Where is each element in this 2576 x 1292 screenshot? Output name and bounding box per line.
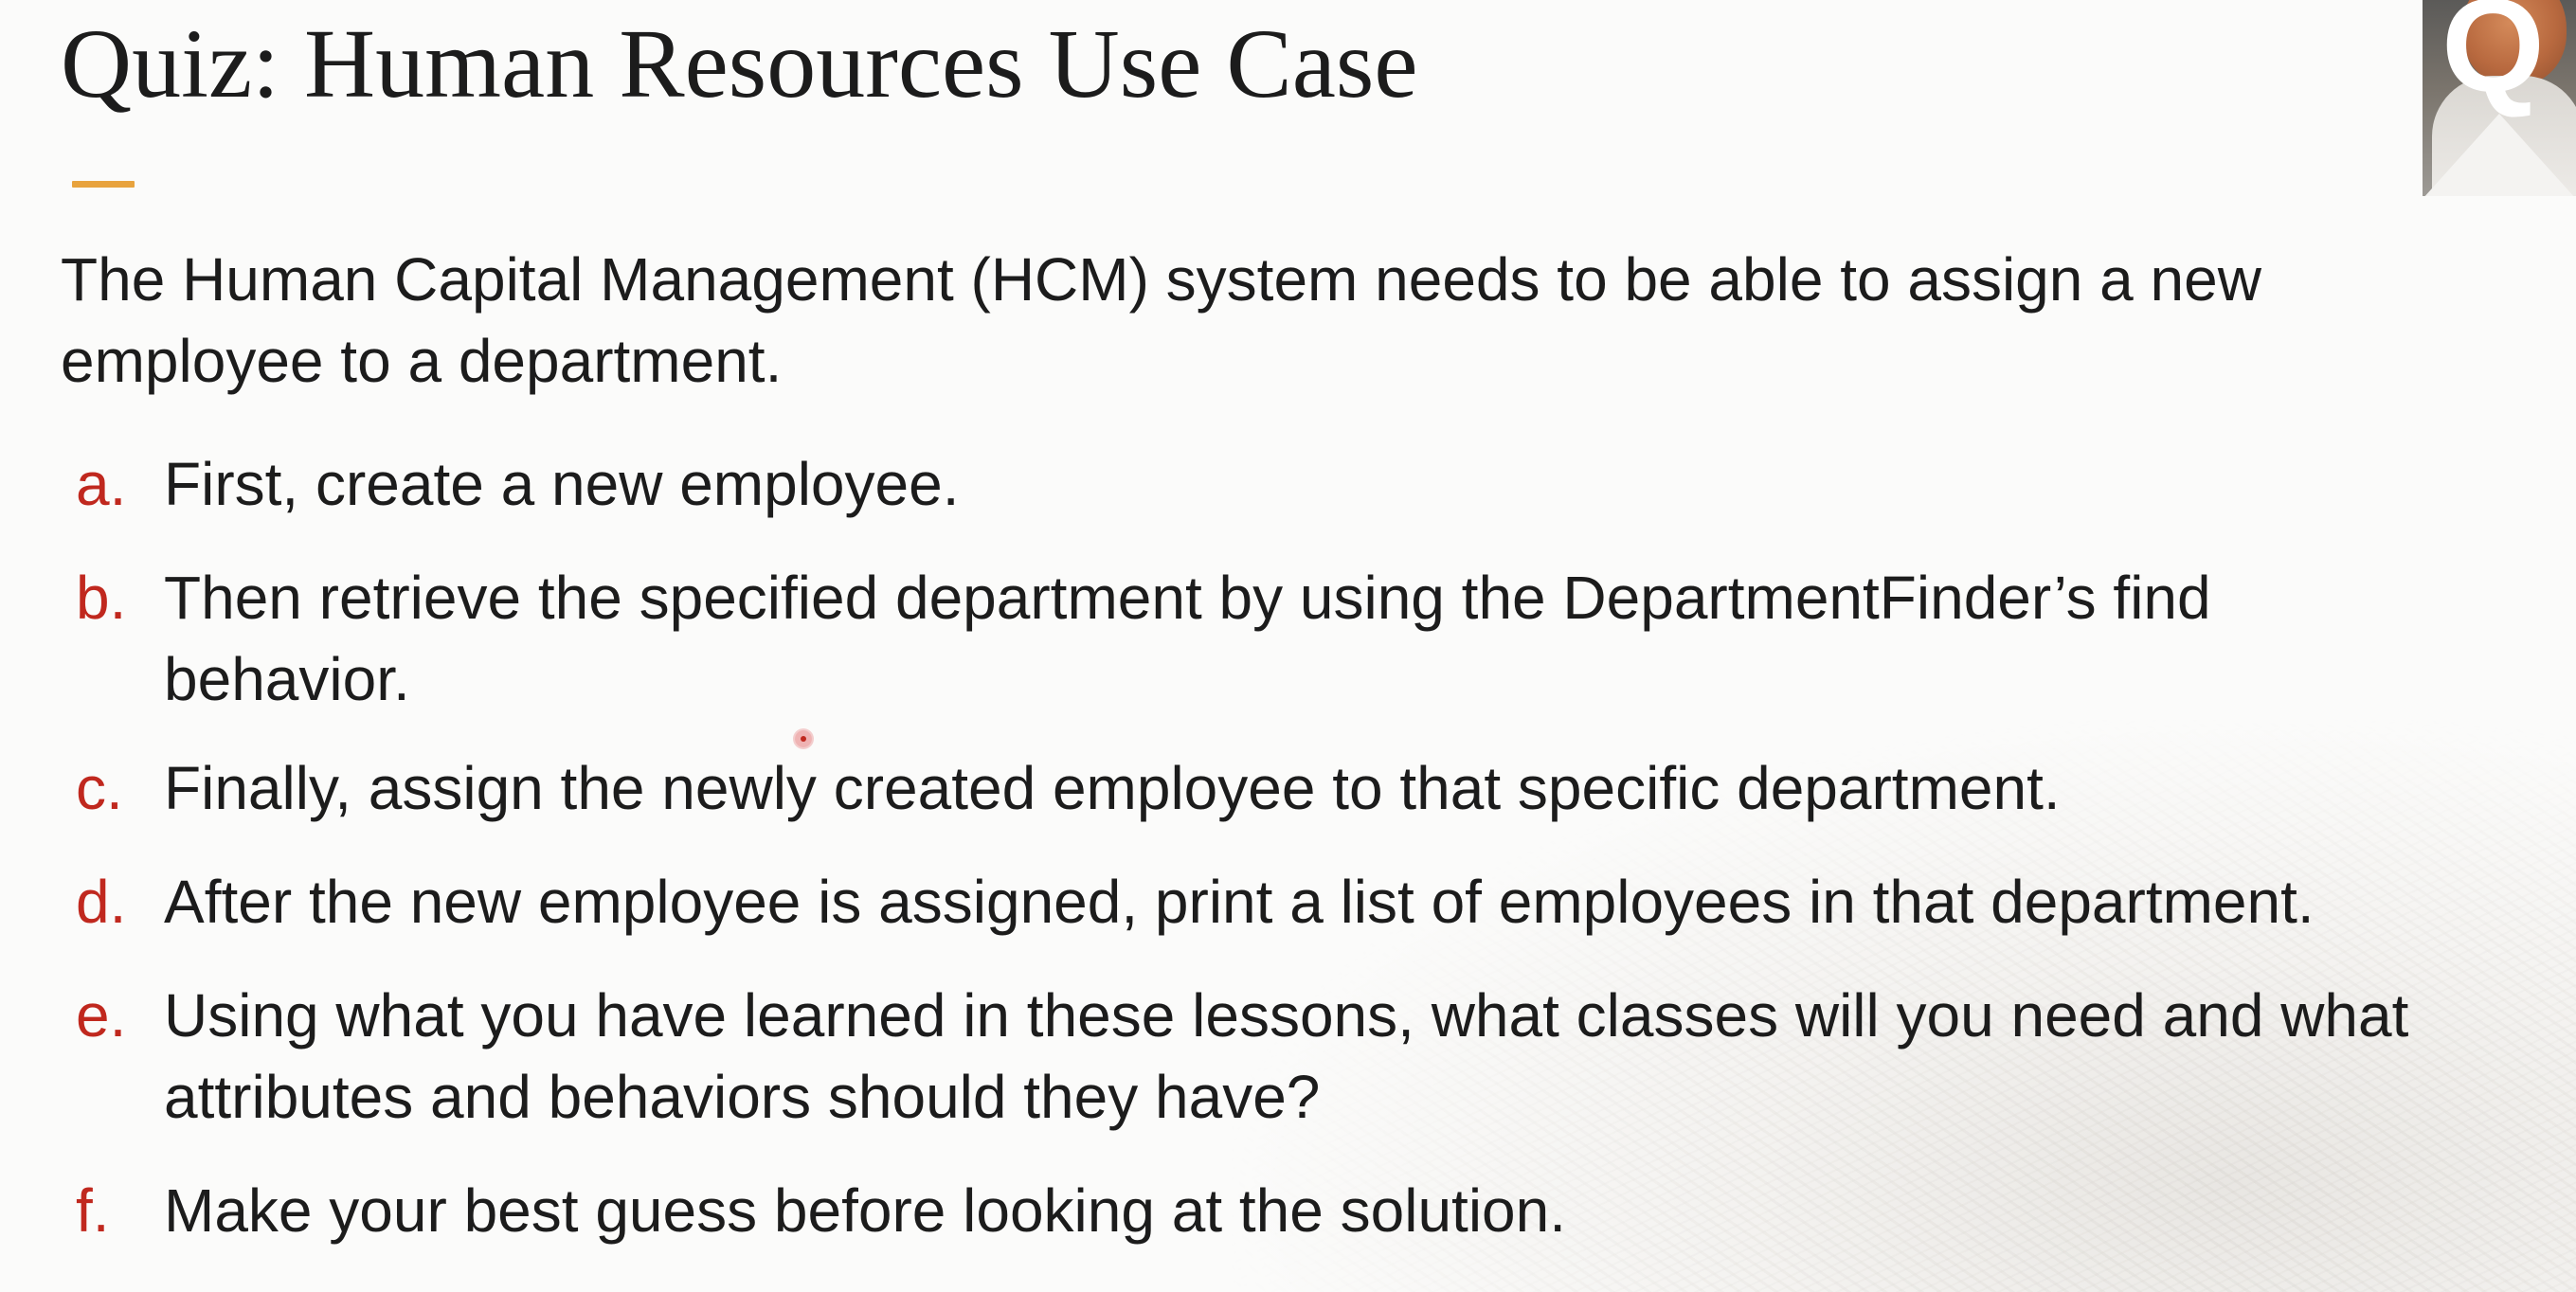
intro-paragraph: The Human Capital Management (HCM) syste… [61,245,2261,395]
list-marker: a. [76,450,127,518]
presenter-head [2462,0,2567,85]
list-item-text: First, create a new employee. [164,450,960,518]
list-item-text: After the new employee is assigned, prin… [164,868,2315,936]
slide-title: Quiz: Human Resources Use Case [61,9,1418,118]
logo-q-icon: Q [2441,0,2545,119]
list-marker: f. [76,1176,110,1245]
list-marker: e. [76,981,127,1050]
list-item-text: Using what you have learned in these les… [164,981,2409,1131]
logo-triangle-icon [2423,114,2576,196]
list-item-text: Then retrieve the specified department b… [164,564,2211,713]
laser-pointer-icon [795,730,812,747]
list-marker: c. [76,754,123,822]
list-item-text: Make your best guess before looking at t… [164,1176,1566,1245]
list-marker: d. [76,868,127,936]
list-item-text: Finally, assign the newly created employ… [164,754,2061,822]
list-marker: b. [76,564,127,632]
webcam-overlay: Q [2423,0,2576,196]
background-pattern [1232,720,2576,1292]
title-accent-bar [72,181,135,188]
